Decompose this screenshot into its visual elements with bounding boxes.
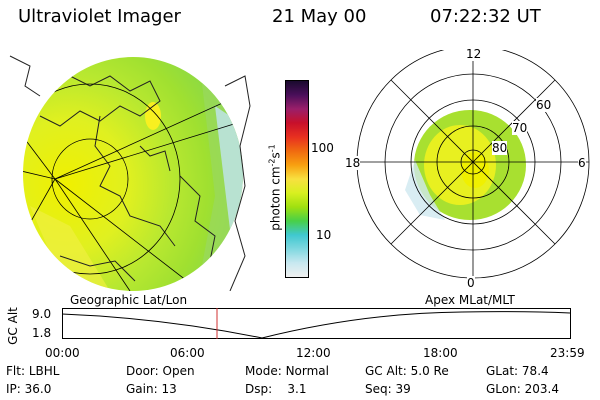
colorbar-tick-10: 10 [316,228,332,242]
altitude-ytick-1-8: 1.8 [32,326,52,340]
instrument-title: Ultraviolet Imager [18,6,181,27]
footer-flt: Flt: LBHL [6,364,60,378]
x-tick-2359: 23:59 [550,346,585,360]
colorbar-gradient [286,81,308,277]
x-tick-0000: 00:00 [45,346,80,360]
geographic-panel-label: Geographic Lat/Lon [70,293,188,307]
footer-seq: Seq: 39 [365,382,411,396]
footer-dsp: Dsp: 3.1 [245,382,307,396]
altitude-ytick-9: 9.0 [32,307,52,321]
lat-label-60: 60 [536,98,552,112]
colorbar-label: photon cm-2s-1 [267,144,283,231]
date-label: 21 May 00 [272,6,367,27]
footer-glon: GLon: 203.4 [486,382,559,396]
time-label: 07:22:32 UT [430,6,541,27]
lat-label-70: 70 [512,121,528,135]
footer-gain: Gain: 13 [126,382,177,396]
x-tick-1200: 12:00 [296,346,331,360]
footer-glat: GLat: 78.4 [486,364,549,378]
footer-ip: IP: 36.0 [6,382,52,396]
altitude-curve [62,311,571,339]
altitude-plot [62,308,571,339]
footer-gc-alt: GC Alt: 5.0 Re [365,364,449,378]
colorbar [285,80,309,278]
mlt-label-6: 6 [578,156,586,170]
geographic-image [9,55,251,291]
colorbar-tick-100: 100 [311,141,334,155]
mlt-label-12: 12 [466,47,482,61]
mlt-label-18: 18 [345,156,361,170]
x-tick-1800: 18:00 [423,346,458,360]
polar-plot [356,50,590,279]
mlt-label-0: 0 [467,276,475,290]
apex-panel-label: Apex MLat/MLT [425,293,515,307]
footer-door: Door: Open [126,364,195,378]
lat-label-80: 80 [492,141,508,155]
altitude-ylabel: GC Alt [6,307,20,345]
footer-mode: Mode: Normal [245,364,329,378]
x-tick-0600: 06:00 [170,346,205,360]
